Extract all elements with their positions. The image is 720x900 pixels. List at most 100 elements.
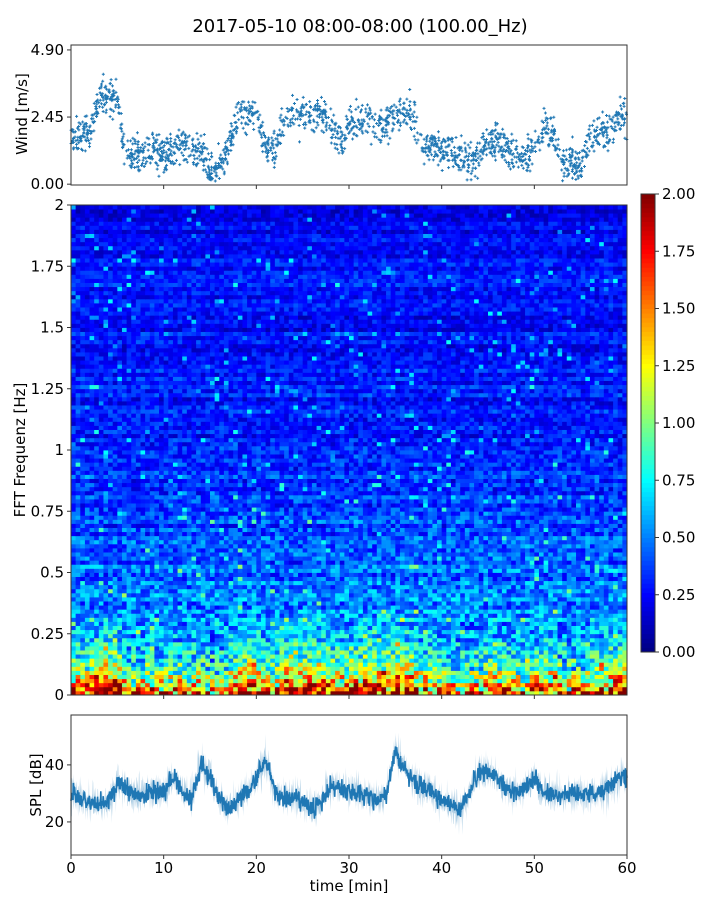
spectrogram-cell (506, 613, 512, 618)
spectrogram-cell (353, 678, 359, 684)
spectrogram-cell (515, 601, 521, 606)
spectrogram-cell (409, 637, 415, 643)
spectrogram-cell (552, 597, 558, 602)
spectrogram-cell (140, 682, 146, 688)
spectrogram-cell (404, 674, 410, 680)
spectrogram-cell (608, 686, 614, 692)
spectrogram-cell (251, 666, 257, 671)
spectrogram-cell (399, 641, 405, 647)
spectrogram-cell (358, 686, 364, 692)
spectrogram-cell (84, 637, 90, 643)
spectrogram-cell (525, 633, 531, 639)
spectrogram-cell (566, 682, 572, 688)
spectrogram-cell (474, 654, 480, 659)
spectrogram-cell (492, 654, 498, 659)
spectrogram-cell (149, 682, 155, 688)
wind-point (270, 151, 274, 155)
spectrogram-cell (617, 617, 623, 622)
spectrogram-cell (358, 658, 364, 663)
spectrogram-cell (404, 609, 410, 614)
spectrogram-cell (279, 646, 285, 651)
spectrogram-cell (608, 625, 614, 631)
spectrogram-cell (335, 621, 341, 626)
wind-point (435, 144, 439, 148)
spectrogram-cell (460, 588, 466, 594)
spectrogram-cell (538, 633, 544, 639)
spectrogram-cell (321, 682, 327, 688)
spectrogram-cell (617, 662, 623, 667)
spectrogram-cell (219, 597, 225, 602)
spectrogram-cell (89, 592, 95, 598)
spectrogram-cell (233, 592, 239, 598)
wind-point (575, 152, 579, 156)
spectrogram-cell (298, 654, 304, 659)
spectrogram-cell (233, 686, 239, 692)
spectrogram-cell (469, 654, 475, 659)
spectrogram-cell (437, 686, 443, 692)
spectrogram-cell (589, 588, 595, 594)
wind-point (101, 95, 105, 99)
spectrogram-cell (585, 650, 591, 655)
spectrogram-cell (233, 601, 239, 606)
spectrogram-cell (131, 588, 137, 594)
spectrogram-cell (321, 662, 327, 667)
spectrogram-cell (432, 658, 438, 663)
spectrogram-cell (432, 601, 438, 606)
spectrogram-cell (488, 613, 494, 618)
spectrogram-cell (265, 597, 271, 602)
spectrogram-cell (534, 637, 540, 643)
spectrogram-cell (538, 621, 544, 626)
wind-point (492, 139, 496, 143)
spectrogram-cell (163, 588, 169, 594)
spectrogram-cell (552, 625, 558, 631)
spectrogram-cell (191, 650, 197, 655)
spectrogram-cell (548, 682, 554, 688)
spectrogram-cell (219, 678, 225, 684)
spectrogram-cell (543, 588, 549, 594)
spectrogram-cell (603, 629, 609, 635)
spectrogram-cell (284, 666, 290, 671)
spectrogram-cell (159, 666, 165, 671)
wind-point (533, 145, 537, 149)
wind-point (496, 140, 500, 144)
spectrogram-cell (279, 592, 285, 598)
spectrogram-cell (325, 629, 331, 635)
wind-point (273, 151, 277, 155)
spectrogram-cell (418, 613, 424, 618)
spectrogram-cell (404, 597, 410, 602)
wind-point (502, 135, 506, 139)
spectrogram-cell (488, 609, 494, 614)
spectrogram-cell (149, 646, 155, 651)
spectrogram-cell (293, 686, 299, 692)
spectrogram-cell (589, 629, 595, 635)
spectrogram-cell (302, 601, 308, 606)
spectrogram-cell (140, 654, 146, 659)
spectrogram-cell (80, 641, 86, 647)
wind-point (364, 129, 368, 133)
spectrogram-cell (298, 678, 304, 684)
spectrogram-cell (182, 613, 188, 618)
wind-point (219, 158, 223, 162)
spectrogram-cell (302, 617, 308, 622)
wind-point (201, 168, 205, 172)
spectrogram-cell (409, 592, 415, 598)
wind-point (77, 128, 81, 132)
spectrogram-cell (316, 662, 322, 667)
spectrogram-cell (613, 601, 619, 606)
spectrogram-cell (214, 597, 220, 602)
spectrogram-cell (145, 637, 151, 643)
spectrogram-cell (108, 592, 114, 598)
spectrogram-cell (94, 641, 100, 647)
spectrogram-cell (247, 625, 253, 631)
spectrogram-cell (460, 633, 466, 639)
spectrogram-cell (121, 662, 127, 667)
spectrogram-cell (247, 617, 253, 622)
spectrogram-cell (214, 674, 220, 680)
spectrogram-cell (80, 650, 86, 655)
wind-point (354, 107, 358, 111)
spectrogram-cell (589, 670, 595, 675)
spectrogram-cell (335, 646, 341, 651)
spectrogram-cell (251, 646, 257, 651)
spectrogram-cell (117, 682, 123, 688)
spectrogram-cell (344, 613, 350, 618)
